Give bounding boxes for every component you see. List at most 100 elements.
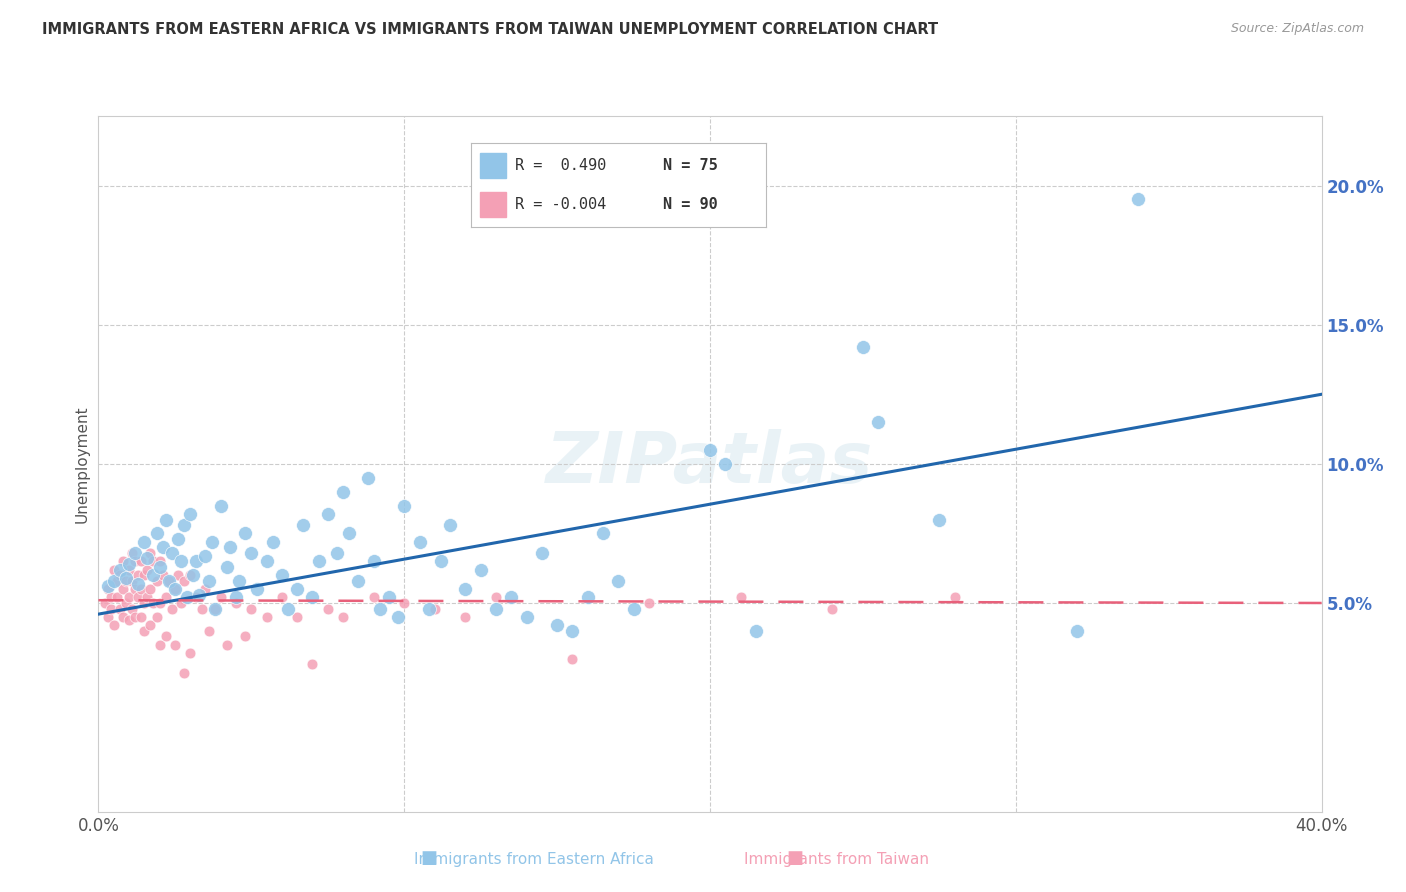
Point <box>142 554 165 568</box>
Point <box>530 546 553 560</box>
Point <box>134 596 156 610</box>
Point <box>607 574 630 588</box>
Point <box>332 484 354 499</box>
Text: N = 75: N = 75 <box>664 158 717 173</box>
Point <box>316 507 339 521</box>
Point <box>262 534 284 549</box>
Point <box>392 499 416 513</box>
Point <box>392 596 416 610</box>
Point <box>111 610 134 624</box>
Point <box>378 591 401 605</box>
Point <box>454 582 477 596</box>
Point <box>368 601 391 615</box>
Point <box>179 646 201 660</box>
Point <box>501 591 523 605</box>
Point <box>145 610 167 624</box>
Point <box>173 518 195 533</box>
Point <box>142 568 165 582</box>
Point <box>363 554 385 568</box>
Point <box>204 601 226 615</box>
Point <box>100 591 122 605</box>
Point <box>127 576 149 591</box>
Point <box>387 610 409 624</box>
Point <box>124 554 146 568</box>
Point <box>485 601 508 615</box>
Point <box>576 591 599 605</box>
Point <box>928 512 950 526</box>
Point <box>115 596 138 610</box>
Point <box>270 568 292 582</box>
Point <box>129 554 152 568</box>
Point <box>173 574 195 588</box>
Point <box>270 591 292 605</box>
Point <box>188 588 211 602</box>
Point <box>209 499 232 513</box>
Point <box>256 610 278 624</box>
Point <box>103 618 125 632</box>
Point <box>423 601 446 615</box>
Point <box>108 563 131 577</box>
Point <box>546 618 568 632</box>
Point <box>179 507 201 521</box>
Point <box>139 546 162 560</box>
Point <box>246 582 269 596</box>
Point <box>277 601 299 615</box>
Point <box>176 591 198 605</box>
Point <box>134 534 156 549</box>
Text: N = 90: N = 90 <box>664 197 717 212</box>
Point <box>121 546 143 560</box>
Point <box>108 568 131 582</box>
Point <box>225 591 247 605</box>
Point <box>363 591 385 605</box>
Text: ■: ■ <box>420 849 437 867</box>
Text: ZIPatlas: ZIPatlas <box>547 429 873 499</box>
Point <box>418 601 440 615</box>
Point <box>93 596 115 610</box>
Point <box>97 579 120 593</box>
Point <box>256 554 278 568</box>
Point <box>97 610 120 624</box>
Point <box>179 568 201 582</box>
Point <box>332 610 354 624</box>
Point <box>868 415 890 429</box>
Point <box>155 629 177 643</box>
Point <box>149 554 172 568</box>
Point <box>108 601 131 615</box>
Point <box>163 638 186 652</box>
Point <box>197 624 219 638</box>
Point <box>149 559 172 574</box>
Point <box>167 532 190 546</box>
Point <box>316 601 339 615</box>
Point <box>337 526 360 541</box>
Point <box>145 526 167 541</box>
Point <box>124 582 146 596</box>
Point <box>204 601 226 615</box>
Point <box>118 613 141 627</box>
Point <box>103 563 125 577</box>
Point <box>129 582 152 596</box>
Point <box>821 601 844 615</box>
Point <box>136 563 159 577</box>
Point <box>149 638 172 652</box>
Point <box>637 596 661 610</box>
Point <box>699 442 721 457</box>
Point <box>191 601 214 615</box>
Text: Immigrants from Taiwan: Immigrants from Taiwan <box>744 852 929 867</box>
FancyBboxPatch shape <box>479 153 506 178</box>
Point <box>285 582 308 596</box>
Point <box>170 596 193 610</box>
Point <box>103 574 125 588</box>
Point <box>167 568 190 582</box>
Point <box>561 651 583 665</box>
Point <box>228 574 250 588</box>
Point <box>105 574 128 588</box>
Point <box>209 591 232 605</box>
Point <box>439 518 461 533</box>
Point <box>124 610 146 624</box>
Point <box>149 596 172 610</box>
Point <box>730 591 752 605</box>
Point <box>516 610 538 624</box>
Point <box>100 601 122 615</box>
Point <box>215 559 238 574</box>
Point <box>127 568 149 582</box>
